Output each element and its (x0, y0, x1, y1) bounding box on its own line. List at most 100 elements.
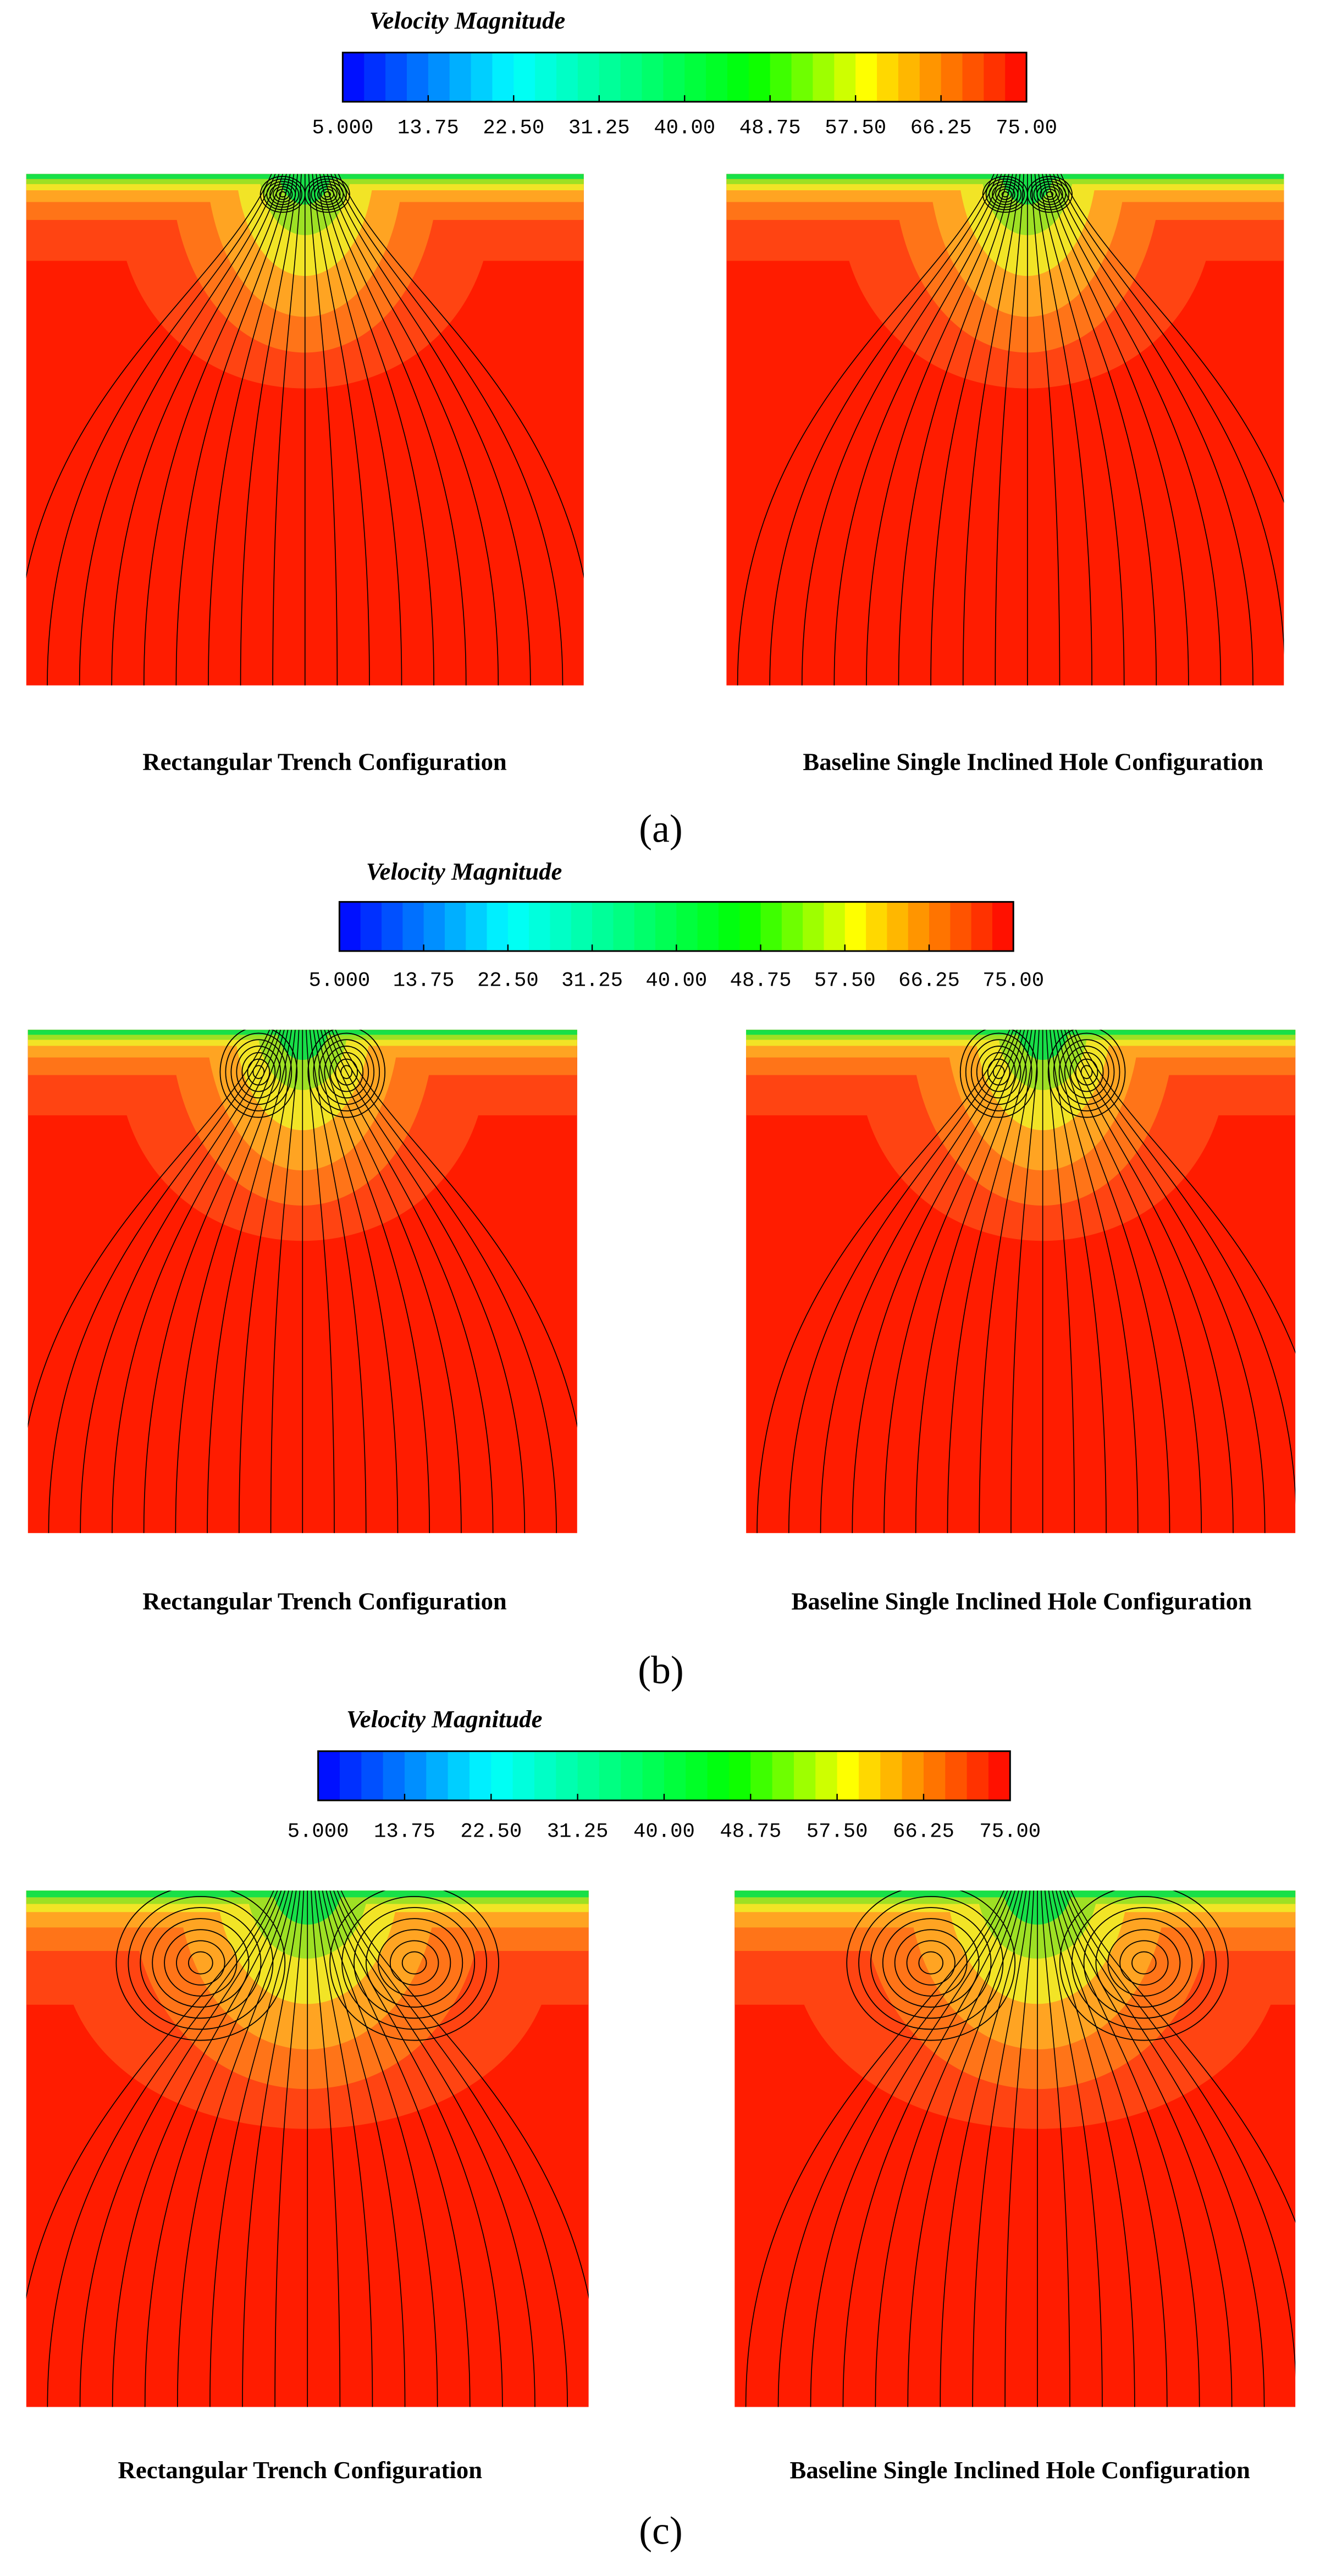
streamline (1050, 1030, 1107, 1533)
streamline (1068, 1030, 1266, 1533)
vortex-streamline (389, 1940, 439, 1986)
colorbar-band (556, 1751, 578, 1801)
colorbar-band (760, 902, 783, 952)
streamline (1038, 174, 1125, 686)
vortex-streamline (998, 189, 1012, 200)
colorbar-band (621, 1751, 643, 1801)
streamline (47, 174, 276, 686)
streamline (327, 174, 499, 686)
vortex-streamline (985, 178, 1025, 211)
streamline (239, 1030, 296, 1533)
streamline (898, 174, 1013, 686)
streamline (801, 174, 1002, 686)
vortex-streamline (366, 1918, 463, 2008)
colorbar-band (613, 902, 635, 952)
colorbar-band (382, 902, 404, 952)
vortex-streamline (188, 1951, 213, 1975)
colorbar-band (844, 902, 867, 952)
vortex-streamline (1107, 1929, 1181, 1997)
colorbar-band (360, 902, 383, 952)
streamline (1004, 1890, 1035, 2407)
streamline (1049, 174, 1222, 686)
colorbar-band (534, 1751, 557, 1801)
colorbar-band (599, 52, 621, 102)
contour-band (726, 174, 1284, 205)
colorbar-band (988, 1751, 1011, 1801)
panel-label: (c) (639, 2509, 682, 2553)
vortex-streamline (1064, 1046, 1109, 1099)
streamline (1061, 1030, 1202, 1533)
colorbar-band (923, 1751, 946, 1801)
colorbar-tick-label: 75.00 (979, 1821, 1041, 1844)
colorbar-band (950, 902, 972, 952)
panel-label: (b) (638, 1649, 683, 1692)
streamline (312, 174, 370, 686)
streamline (1034, 174, 1092, 686)
colorbar-band (750, 1751, 773, 1801)
streamline (972, 1890, 1031, 2407)
vortex-streamline (311, 181, 344, 208)
colorbar-band (728, 1751, 752, 1801)
colorbar-tick-label: 22.50 (483, 117, 544, 140)
colorbar-band (664, 1751, 687, 1801)
colorbar-band (466, 902, 488, 952)
vortex-streamline (128, 1895, 274, 2030)
vortex-streamline (115, 1890, 286, 2041)
vortex-streamline (266, 181, 300, 208)
colorbar-band (406, 52, 429, 102)
streamline (209, 1890, 297, 2407)
streamline (737, 174, 995, 686)
streamline (306, 1030, 335, 1533)
colorbar-band (620, 52, 643, 102)
vortex-streamline (263, 178, 302, 211)
colorbar-band (529, 902, 551, 952)
streamline (866, 174, 1009, 686)
colorbar-band (402, 902, 424, 952)
streamline (788, 1030, 1014, 1533)
vortex-streamline (304, 176, 350, 213)
colorbar-band (877, 52, 899, 102)
streamline (1064, 1030, 1234, 1533)
streamline (274, 1890, 305, 2407)
vortex-streamline (225, 1032, 292, 1112)
streamline (112, 1890, 286, 2407)
streamline (1052, 1890, 1168, 2407)
colorbar-band (707, 1751, 730, 1801)
colorbar-band (855, 52, 878, 102)
contour-band (746, 1030, 1296, 1060)
vortex-streamline (1046, 191, 1054, 198)
colorbar-tick-label: 40.00 (654, 117, 715, 140)
colorbar-tick-label: 13.75 (374, 1821, 435, 1844)
vortex-streamline (317, 186, 338, 203)
vortex-streamline (241, 1052, 276, 1092)
contour-plot (27, 1030, 577, 1533)
colorbar-band (577, 1751, 600, 1801)
vortex-streamline (1058, 1039, 1115, 1105)
vortex-streamline (329, 1052, 364, 1092)
colorbar-band (971, 902, 993, 952)
colorbar-band (471, 52, 493, 102)
plot-caption: Rectangular Trench Configuration (142, 748, 507, 775)
colorbar-tick-label: 57.50 (814, 970, 876, 993)
colorbar-band (748, 52, 771, 102)
colorbar-band (962, 52, 985, 102)
colorbar-band (556, 52, 579, 102)
vortex-streamline (987, 1058, 1010, 1086)
streamline (1057, 1030, 1170, 1533)
streamline (842, 1890, 1016, 2407)
vortex-streamline (230, 1039, 287, 1105)
streamline (48, 1030, 274, 1533)
vortex-streamline (272, 186, 293, 203)
vortex-streamline (313, 1032, 380, 1112)
colorbar-band (599, 1751, 622, 1801)
vortex-streamline (307, 1030, 386, 1118)
streamline (1072, 1030, 1296, 1504)
colorbar-band (781, 902, 804, 952)
colorbar-band (815, 1751, 838, 1801)
vortex-streamline (981, 1052, 1016, 1092)
streamline (26, 174, 272, 578)
colorbar-band (791, 52, 814, 102)
colorbar-band (512, 1751, 535, 1801)
colorbar-band (642, 1751, 665, 1801)
streamline (322, 1890, 438, 2407)
